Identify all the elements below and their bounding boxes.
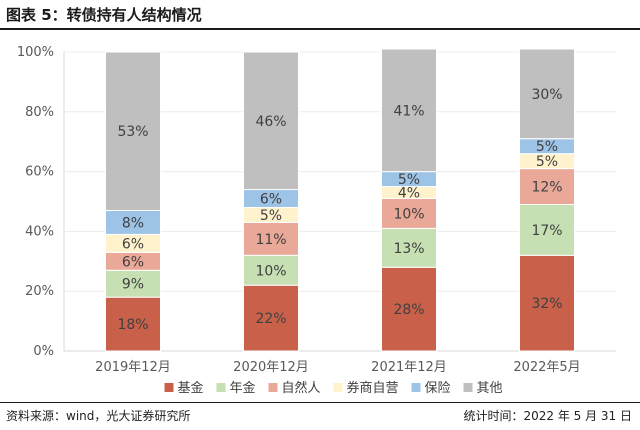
footer-rule	[0, 402, 640, 403]
data-label: 12%	[531, 180, 562, 196]
data-label: 10%	[393, 206, 424, 222]
legend-swatch	[268, 383, 278, 392]
data-label: 13%	[393, 241, 424, 257]
y-tick-label: 60%	[25, 165, 54, 180]
x-tick-label: 2021年12月	[371, 360, 447, 375]
title-rule	[0, 28, 640, 30]
bar-segment	[243, 51, 299, 191]
data-label: 6%	[260, 192, 282, 208]
bar-segment	[381, 48, 437, 173]
data-label: 9%	[122, 277, 144, 293]
legend-swatch	[333, 383, 343, 392]
data-label: 17%	[531, 223, 562, 239]
data-label: 5%	[536, 139, 558, 155]
data-label: 10%	[255, 263, 286, 279]
y-tick-label: 40%	[25, 224, 54, 239]
legend-swatch	[463, 383, 473, 392]
legend-label: 自然人	[282, 380, 321, 396]
data-label: 30%	[531, 87, 562, 103]
bar-segment	[519, 254, 575, 352]
bar-segment	[519, 48, 575, 140]
data-label: 22%	[255, 311, 286, 327]
data-label: 53%	[117, 124, 148, 140]
y-tick-label: 20%	[25, 284, 54, 299]
stat-date: 统计时间：2022 年 5 月 31 日	[463, 409, 632, 423]
data-label: 8%	[122, 215, 144, 231]
bar-segment	[381, 266, 437, 352]
bar-segment	[243, 284, 299, 352]
data-label: 6%	[122, 236, 144, 252]
data-label: 32%	[531, 296, 562, 312]
data-label: 4%	[398, 186, 420, 202]
legend-swatch	[216, 383, 226, 392]
figure-title: 图表 5：转债持有人结构情况	[6, 6, 202, 24]
bar-segment	[381, 198, 437, 229]
legend-label: 保险	[425, 381, 451, 396]
x-tick-label: 2019年12月	[95, 360, 171, 375]
legend-swatch	[411, 383, 421, 392]
y-tick-label: 0%	[33, 344, 54, 359]
y-tick-label: 100%	[17, 45, 54, 60]
legend-label: 其他	[477, 381, 503, 396]
legend-swatch	[164, 383, 174, 392]
legend-label: 年金	[230, 380, 256, 396]
bar-segment	[519, 203, 575, 256]
legend-label: 券商自营	[347, 380, 399, 396]
x-tick-label: 2022年5月	[513, 360, 580, 375]
bar-segment	[381, 227, 437, 268]
data-label: 5%	[398, 172, 420, 188]
data-label: 28%	[393, 302, 424, 318]
data-label: 6%	[122, 254, 144, 270]
bar-segment	[243, 221, 299, 256]
data-label: 11%	[255, 232, 286, 248]
bar-segment	[105, 269, 161, 298]
legend-label: 基金	[178, 380, 204, 396]
x-tick-label: 2020年12月	[233, 360, 309, 375]
data-label: 41%	[393, 103, 424, 119]
data-label: 18%	[117, 317, 148, 333]
bar-segment	[105, 51, 161, 211]
data-label: 46%	[255, 114, 286, 130]
data-label: 5%	[260, 208, 282, 224]
source-note: 资料来源：wind，光大证券研究所	[6, 409, 191, 423]
y-tick-label: 80%	[25, 105, 54, 120]
stacked-bar-chart: 0% 20% 40% 60% 80% 100% 18% 9% 6% 6% 8% 53% 2019年12月…	[17, 45, 616, 396]
data-label: 5%	[536, 154, 558, 170]
bar-segment	[243, 254, 299, 286]
